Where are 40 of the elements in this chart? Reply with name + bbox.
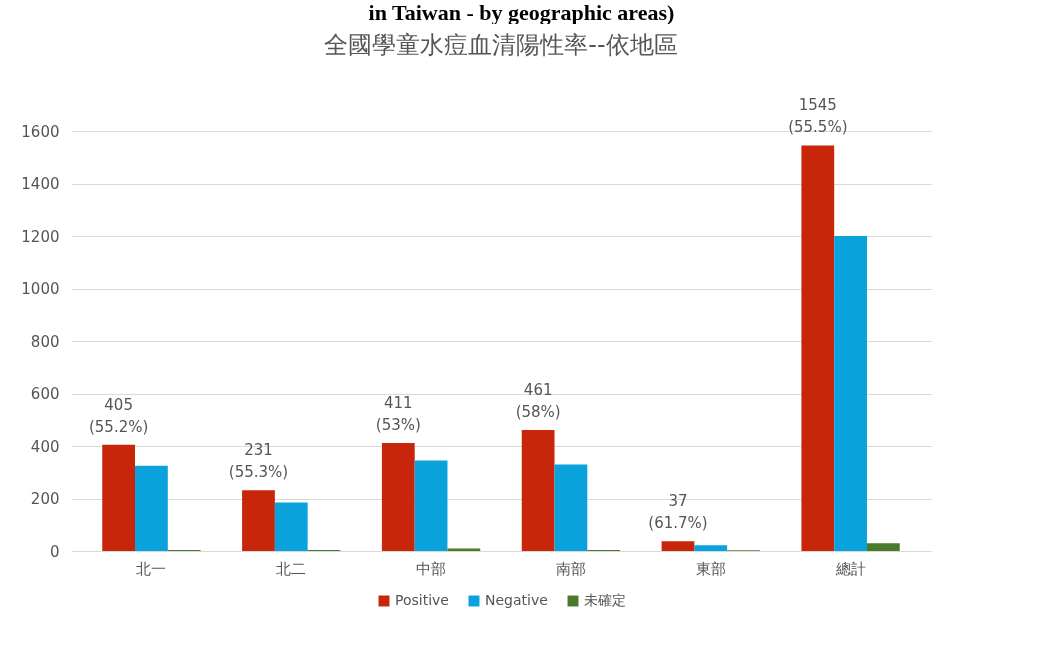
chart-title: 全國學童水痘血清陽性率--依地區 [324, 31, 678, 60]
y-tick-label: 1400 [21, 175, 60, 193]
bar [102, 444, 136, 551]
bar [135, 465, 168, 551]
bar [801, 145, 835, 551]
y-tick-label: 600 [30, 385, 60, 403]
data-label: 1545 (55.5%) [788, 96, 848, 137]
x-tick-label: 東部 [695, 559, 726, 578]
x-tick-label: 北二 [276, 559, 307, 578]
x-tick-label: 南部 [555, 559, 586, 578]
data-label: 411 (53%) [375, 394, 421, 435]
y-tick-label: 400 [30, 437, 60, 456]
bar [414, 460, 448, 551]
x-tick-label: 北一 [136, 559, 167, 578]
data-label: 231 (55.3%) [228, 441, 289, 482]
bar [866, 543, 900, 551]
bar [381, 443, 415, 551]
y-tick-label: 0 [49, 542, 60, 561]
x-tick-label: 總計 [834, 559, 866, 578]
legend-label: Negative [485, 592, 548, 608]
data-label: 405 (55.2%) [88, 395, 149, 436]
bar [554, 464, 588, 551]
bar [521, 429, 555, 551]
y-tick-label: 200 [30, 490, 60, 508]
data-label: 461 (58%) [515, 380, 561, 421]
legend-label: Positive [395, 592, 449, 608]
bar [834, 236, 867, 551]
y-tick-label: 1000 [21, 280, 60, 298]
y-tick-label: 800 [30, 332, 60, 351]
bar [661, 541, 695, 551]
bar [242, 490, 275, 551]
bar [447, 548, 481, 551]
bar [694, 545, 728, 551]
data-label: 37 (61.7%) [648, 492, 708, 533]
y-tick-label: 1200 [21, 227, 60, 246]
text: in Taiwan - by geographic areas) [367, 0, 676, 26]
x-tick-label: 中部 [416, 559, 447, 578]
bar [274, 502, 308, 551]
y-tick-label: 1600 [21, 122, 60, 141]
legend-label: 未確定 [584, 592, 626, 608]
